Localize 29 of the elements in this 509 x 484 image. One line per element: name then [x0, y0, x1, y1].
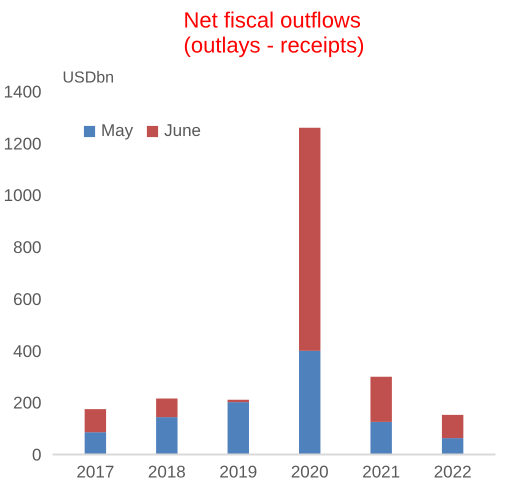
bar: [299, 128, 320, 351]
bar: [84, 409, 106, 432]
bar: [156, 398, 178, 418]
x-tick-label: 2018: [148, 462, 186, 482]
x-tick-label: 2020: [290, 462, 329, 482]
x-tick-label: 2019: [219, 462, 258, 482]
x-tick-label: 2017: [76, 462, 114, 482]
legend-label: May: [101, 121, 134, 141]
bar: [442, 414, 464, 438]
y-tick-label: 600: [13, 290, 42, 309]
chart-title: Net fiscal outflows (outlays - receipts): [184, 8, 364, 58]
legend-label: June: [164, 121, 201, 141]
x-tick-label: 2022: [434, 462, 472, 482]
bar: [442, 438, 464, 454]
y-axis-title: USDbn: [62, 70, 114, 86]
bar: [370, 376, 392, 422]
y-tick-label: 0: [32, 446, 42, 464]
y-tick-label: 400: [13, 342, 42, 361]
bar: [156, 417, 178, 454]
y-tick-label: 1200: [4, 134, 42, 154]
y-tick-label: 200: [13, 394, 42, 413]
y-tick-label: 800: [13, 238, 42, 258]
bar: [84, 432, 106, 454]
bar: [370, 422, 392, 454]
bar: [228, 402, 249, 454]
y-tick-label: 1000: [4, 186, 42, 206]
bar: [299, 350, 320, 454]
y-tick-label: 1400: [4, 82, 42, 102]
x-tick-label: 2021: [362, 462, 400, 482]
